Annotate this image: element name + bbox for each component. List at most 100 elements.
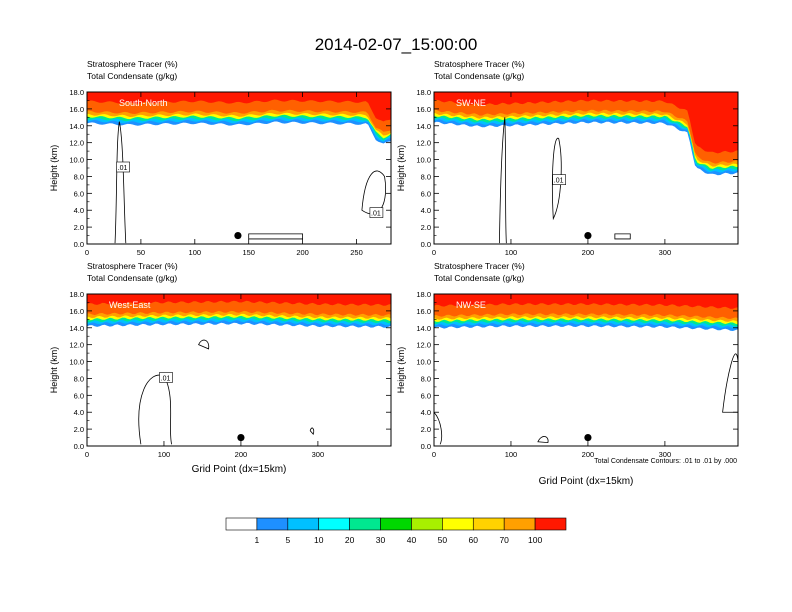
y-tick-label: 14.0 — [69, 324, 84, 333]
y-tick-label: 6.0 — [74, 391, 84, 400]
y-tick-label: 12.0 — [69, 139, 84, 148]
panel-header-line2: Total Condensate (g/kg) — [87, 273, 177, 283]
y-tick-label: 12.0 — [69, 341, 84, 350]
panel-sw-ne: Stratosphere Tracer (%) Total Condensate … — [396, 59, 739, 257]
y-tick-label: 2.0 — [74, 425, 84, 434]
y-tick-label: 10.0 — [416, 358, 431, 367]
panel-label: West-East — [109, 300, 151, 310]
panel-label: NW-SE — [456, 300, 486, 310]
y-tick-label: 8.0 — [74, 172, 84, 181]
colorbar-box — [256, 517, 289, 531]
tracer-layer — [434, 92, 738, 164]
y-tick-label: 8.0 — [421, 374, 431, 383]
colorbar-box — [442, 517, 474, 531]
y-tick-label: 14.0 — [69, 122, 84, 131]
panel-header-line2: Total Condensate (g/kg) — [434, 71, 524, 81]
contour-label: .01 — [371, 211, 381, 218]
y-tick-label: 16.0 — [416, 307, 431, 316]
x-tick-label: 250 — [350, 248, 363, 257]
location-marker — [584, 433, 592, 442]
contour-label-box — [369, 207, 384, 218]
y-tick-label: 18.0 — [416, 88, 431, 97]
panel-header-line1: Stratosphere Tracer (%) — [87, 59, 178, 69]
colorbar-box — [225, 517, 258, 531]
contour-label: .01 — [118, 165, 128, 172]
contour-label: .01 — [554, 178, 564, 185]
y-tick-label: 2.0 — [421, 425, 431, 434]
colorbar-label: 40 — [407, 535, 417, 545]
x-tick-label: 100 — [505, 450, 518, 459]
condensate-contour — [198, 339, 210, 350]
y-tick-label: 18.0 — [69, 290, 84, 299]
y-tick-label: 10.0 — [69, 156, 84, 165]
colorbar-box — [472, 517, 505, 531]
x-tick-label: 100 — [189, 248, 202, 257]
y-tick-label: 6.0 — [421, 189, 431, 198]
y-axis-label: Height (km) — [396, 145, 406, 192]
y-tick-label: 12.0 — [416, 139, 431, 148]
panel-header-line2: Total Condensate (g/kg) — [87, 71, 177, 81]
x-tick-label: 300 — [659, 248, 672, 257]
contour-note: Total Condensate Contours: .01 to .01 by… — [594, 458, 737, 465]
panel-header-line1: Stratosphere Tracer (%) — [434, 59, 525, 69]
location-marker — [234, 231, 242, 240]
y-tick-label: 0.0 — [421, 240, 431, 249]
condensate-contour — [309, 427, 315, 435]
y-tick-label: 16.0 — [416, 105, 431, 114]
colorbar-label: 100 — [528, 535, 542, 545]
y-tick-label: 4.0 — [421, 408, 431, 417]
x-tick-label: 0 — [85, 450, 89, 459]
panel-south-north: Stratosphere Tracer (%) Total Condensate … — [49, 59, 392, 257]
y-tick-label: 2.0 — [74, 223, 84, 232]
contour-label-box — [159, 372, 173, 383]
location-marker — [237, 433, 245, 442]
colorbar-label: 20 — [345, 535, 355, 545]
panel-header-line2: Total Condensate (g/kg) — [434, 273, 524, 283]
plot-area — [434, 294, 738, 446]
colorbar-label: 60 — [469, 535, 479, 545]
figure-title: 2014-02-07_15:00:00 — [315, 35, 478, 54]
panel-label: South-North — [119, 98, 168, 108]
plot-area — [87, 92, 391, 244]
colorbar-label: 70 — [499, 535, 509, 545]
y-tick-label: 18.0 — [69, 88, 84, 97]
y-tick-label: 14.0 — [416, 122, 431, 131]
x-tick-label: 200 — [235, 450, 248, 459]
x-tick-label: 150 — [242, 248, 255, 257]
x-tick-label: 50 — [137, 248, 145, 257]
y-axis-label: Height (km) — [49, 145, 59, 192]
colorbar-label: 30 — [376, 535, 386, 545]
y-axis-label: Height (km) — [396, 347, 406, 394]
tracer-layer — [434, 294, 738, 309]
colorbar-label: 5 — [285, 535, 290, 545]
panel-west-east: Stratosphere Tracer (%) Total Condensate … — [49, 261, 392, 475]
x-tick-label: 300 — [312, 450, 325, 459]
condensate-contour — [499, 117, 507, 244]
colorbar-label: 10 — [314, 535, 324, 545]
y-tick-label: 8.0 — [74, 374, 84, 383]
panel-header-line1: Stratosphere Tracer (%) — [87, 261, 178, 271]
y-tick-label: 18.0 — [416, 290, 431, 299]
colorbar-box — [287, 517, 320, 531]
y-tick-label: 10.0 — [69, 358, 84, 367]
y-tick-label: 4.0 — [421, 206, 431, 215]
y-tick-label: 0.0 — [74, 442, 84, 451]
location-marker — [584, 231, 592, 240]
x-tick-label: 0 — [85, 248, 89, 257]
y-tick-label: 6.0 — [421, 391, 431, 400]
y-tick-label: 12.0 — [416, 341, 431, 350]
y-tick-label: 4.0 — [74, 408, 84, 417]
panel-nw-se: Stratosphere Tracer (%) Total Condensate … — [396, 261, 739, 487]
y-tick-label: 0.0 — [421, 442, 431, 451]
tracer-layer — [87, 92, 391, 132]
y-tick-label: 16.0 — [69, 307, 84, 316]
y-axis-label: Height (km) — [49, 347, 59, 394]
contour-label-box — [116, 161, 130, 173]
colorbar-box — [380, 517, 412, 531]
y-tick-label: 4.0 — [74, 206, 84, 215]
x-tick-label: 200 — [582, 450, 595, 459]
colorbar-box — [503, 517, 536, 531]
y-tick-label: 6.0 — [74, 189, 84, 198]
plot-area — [434, 92, 738, 244]
